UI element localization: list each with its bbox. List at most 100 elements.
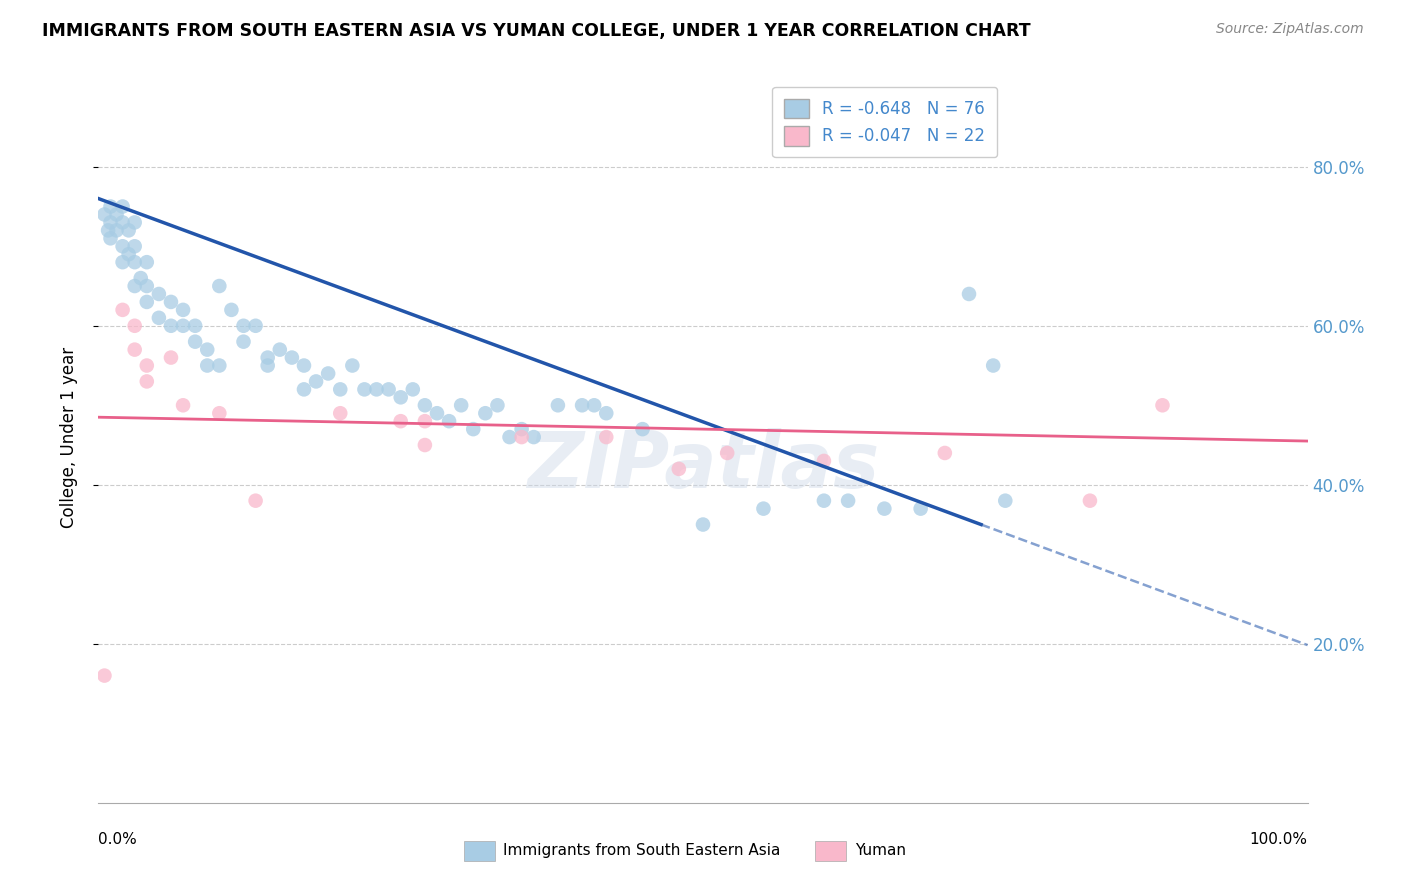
Point [366, 383, 388, 397]
Point [498, 430, 520, 444]
Point [281, 351, 304, 365]
Point [450, 398, 472, 412]
Point [160, 318, 183, 333]
Point [486, 398, 509, 412]
Point [135, 359, 157, 373]
Point [184, 334, 207, 349]
Text: 100.0%: 100.0% [1250, 832, 1308, 847]
Point [160, 351, 183, 365]
Point [631, 422, 654, 436]
Point [100, 215, 122, 229]
Point [934, 446, 956, 460]
Point [716, 446, 738, 460]
Point [135, 294, 157, 309]
Legend: R = -0.648   N = 76, R = -0.047   N = 22: R = -0.648 N = 76, R = -0.047 N = 22 [772, 87, 997, 157]
Point [256, 359, 278, 373]
Point [111, 239, 134, 253]
Point [1152, 398, 1174, 412]
Point [873, 501, 896, 516]
Text: Yuman: Yuman [855, 844, 905, 858]
Point [148, 287, 170, 301]
Point [232, 334, 254, 349]
Point [474, 406, 496, 420]
Point [245, 493, 267, 508]
Point [342, 359, 364, 373]
Point [329, 406, 352, 420]
Point [245, 318, 267, 333]
Point [111, 302, 134, 317]
Point [184, 318, 207, 333]
Point [118, 247, 141, 261]
Point [135, 375, 157, 389]
Y-axis label: College, Under 1 year: College, Under 1 year [59, 346, 77, 528]
Point [571, 398, 593, 412]
Point [813, 454, 835, 468]
Text: IMMIGRANTS FROM SOUTH EASTERN ASIA VS YUMAN COLLEGE, UNDER 1 YEAR CORRELATION CH: IMMIGRANTS FROM SOUTH EASTERN ASIA VS YU… [42, 22, 1031, 40]
Point [389, 414, 412, 428]
Point [402, 383, 425, 397]
Point [195, 359, 218, 373]
Point [981, 359, 1004, 373]
Text: ZIPatlas: ZIPatlas [527, 428, 879, 504]
Point [111, 215, 134, 229]
Point [124, 343, 146, 357]
Point [100, 231, 122, 245]
Point [195, 343, 218, 357]
Point [160, 294, 183, 309]
Text: 0.0%: 0.0% [98, 832, 138, 847]
Point [437, 414, 460, 428]
Point [523, 430, 546, 444]
Point [510, 430, 533, 444]
Point [105, 207, 128, 221]
Point [413, 438, 436, 452]
Point [93, 668, 115, 682]
Point [668, 462, 690, 476]
Point [994, 493, 1017, 508]
Point [93, 207, 115, 221]
Point [124, 255, 146, 269]
Point [413, 398, 436, 412]
Point [377, 383, 399, 397]
Point [292, 359, 315, 373]
Point [124, 279, 146, 293]
Point [692, 517, 714, 532]
Point [269, 343, 291, 357]
Point [413, 414, 436, 428]
Point [292, 383, 315, 397]
Point [256, 351, 278, 365]
Point [316, 367, 339, 381]
Text: Immigrants from South Eastern Asia: Immigrants from South Eastern Asia [503, 844, 780, 858]
Point [135, 279, 157, 293]
Point [135, 255, 157, 269]
Point [97, 223, 120, 237]
Point [172, 398, 194, 412]
Point [353, 383, 375, 397]
Point [595, 406, 617, 420]
Point [124, 318, 146, 333]
Point [813, 493, 835, 508]
Point [172, 318, 194, 333]
Point [583, 398, 606, 412]
Point [426, 406, 449, 420]
Point [910, 501, 932, 516]
Text: Source: ZipAtlas.com: Source: ZipAtlas.com [1216, 22, 1364, 37]
Point [329, 383, 352, 397]
Point [232, 318, 254, 333]
Point [221, 302, 243, 317]
Point [208, 359, 231, 373]
Point [957, 287, 980, 301]
Point [172, 302, 194, 317]
Point [752, 501, 775, 516]
Point [129, 271, 152, 285]
Point [547, 398, 569, 412]
Point [105, 223, 128, 237]
Point [837, 493, 859, 508]
Point [118, 223, 141, 237]
Point [389, 390, 412, 404]
Point [111, 200, 134, 214]
Point [100, 200, 122, 214]
Point [124, 215, 146, 229]
Point [148, 310, 170, 325]
Point [305, 375, 328, 389]
Point [1078, 493, 1101, 508]
